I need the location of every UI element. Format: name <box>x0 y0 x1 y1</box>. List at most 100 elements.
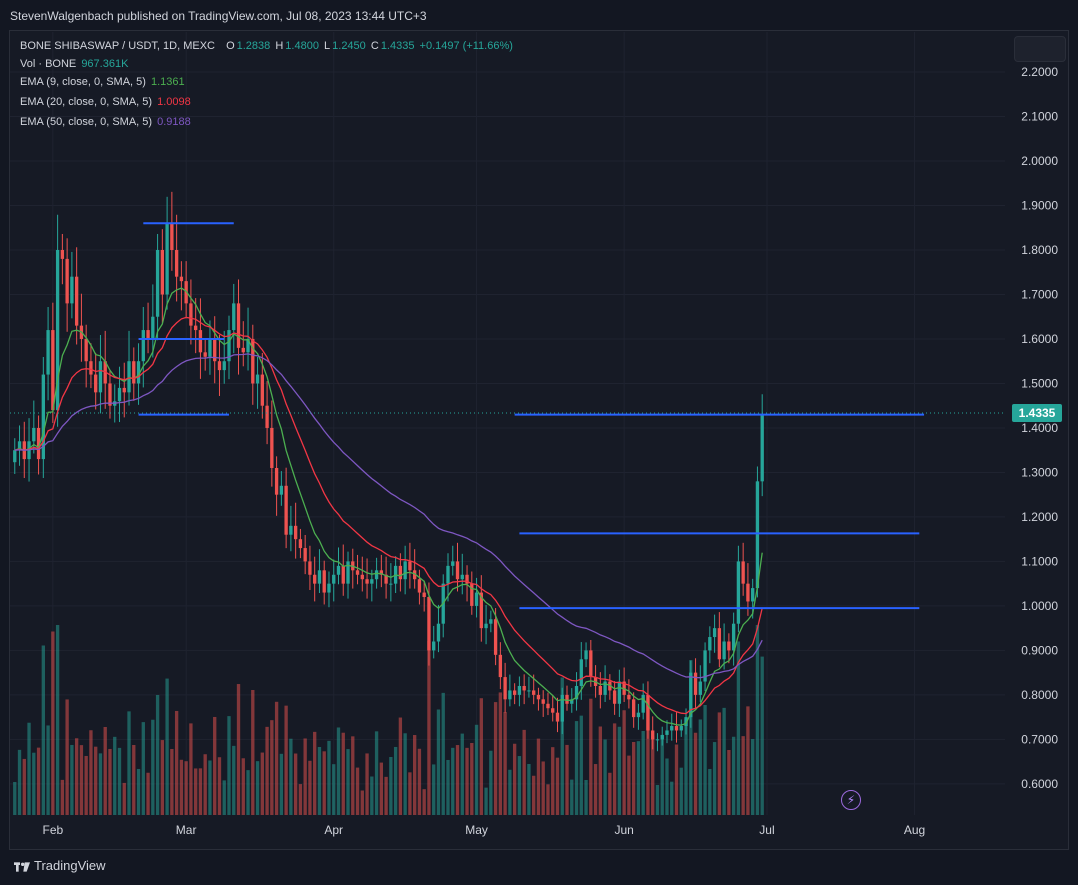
volume-bar <box>241 758 245 815</box>
candle-body <box>322 570 326 593</box>
volume-bar <box>165 678 169 815</box>
candle-body <box>408 561 412 571</box>
candle-body <box>98 361 103 393</box>
volume-bar <box>360 790 364 815</box>
candle-body <box>374 570 379 580</box>
candle-body <box>736 561 741 624</box>
volume-bar <box>222 780 226 815</box>
candle-body <box>70 276 74 304</box>
candle-body <box>541 699 545 704</box>
ema9-value: 1.1361 <box>151 76 185 88</box>
candle-body <box>589 650 593 678</box>
candle-body <box>122 387 126 393</box>
candle-body <box>417 579 422 593</box>
volume-bar <box>470 743 474 815</box>
candle-body <box>570 699 574 704</box>
candle-body <box>51 330 55 411</box>
volume-bar <box>89 730 93 815</box>
chart-settings-button[interactable] <box>1014 36 1066 62</box>
candle-body <box>246 338 250 353</box>
ema50-line <box>14 353 763 679</box>
volume-bar <box>536 738 541 815</box>
volume-bar <box>198 768 203 815</box>
candle-body <box>132 361 136 384</box>
candle-body <box>679 726 683 731</box>
ema20-label[interactable]: EMA (20, close, 0, SMA, 5) <box>20 96 153 108</box>
volume-bar <box>146 772 150 815</box>
candle-body <box>117 387 122 402</box>
volume-bar <box>155 695 160 815</box>
volume-bar <box>412 735 417 815</box>
candle-body <box>446 565 450 584</box>
volume-bar <box>236 684 241 815</box>
ema50-label[interactable]: EMA (50, close, 0, SMA, 5) <box>20 116 153 128</box>
close-value: 1.4335 <box>380 40 415 52</box>
symbol-label[interactable]: BONE SHIBASWAP / USDT, 1D, MEXC <box>20 40 215 52</box>
open-label: O <box>226 40 235 52</box>
candle-body <box>108 383 112 406</box>
candle-body <box>160 249 165 295</box>
candle-body <box>217 361 222 371</box>
volume-bar <box>517 756 522 815</box>
volume-bar <box>284 705 288 815</box>
volume-bar <box>722 707 726 815</box>
candle-body <box>708 637 712 651</box>
volume-bar <box>60 779 65 815</box>
candle-body <box>503 677 507 700</box>
volume-bar <box>117 747 122 815</box>
volume-bar <box>746 706 750 815</box>
ema9-label[interactable]: EMA (9, close, 0, SMA, 5) <box>20 76 146 88</box>
lightning-bolt-icon[interactable]: ⚡ <box>841 790 861 810</box>
volume-bar <box>422 789 426 815</box>
candle-body <box>603 681 607 695</box>
y-tick-label: 0.8000 <box>1021 688 1058 702</box>
candle-body <box>455 561 460 580</box>
candle-body <box>255 374 260 384</box>
candle-body <box>46 330 50 375</box>
footer-bar <box>0 850 1078 885</box>
volume-bar <box>246 770 250 815</box>
candle-body <box>703 650 707 682</box>
volume-label[interactable]: Vol · BONE <box>20 58 77 70</box>
candle-body <box>651 730 655 740</box>
volume-bar <box>508 769 512 815</box>
candle-body <box>693 672 698 695</box>
volume-bar <box>417 748 422 815</box>
candle-body <box>284 485 288 535</box>
candle-body <box>755 481 760 589</box>
volume-bar <box>13 782 17 815</box>
candle-body <box>465 574 469 584</box>
candle-body <box>493 619 498 655</box>
volume-bar <box>717 712 722 815</box>
volume-bar <box>174 710 179 815</box>
candle-body <box>512 690 517 695</box>
candle-body <box>751 588 755 602</box>
volume-bar <box>446 759 450 815</box>
candle-body <box>508 690 512 700</box>
candle-body <box>427 597 431 651</box>
volume-bar <box>379 762 384 815</box>
volume-bar <box>293 753 298 815</box>
volume-bar <box>655 785 660 815</box>
volume-bar <box>274 701 279 815</box>
candle-body <box>565 694 569 704</box>
volume-bar <box>465 747 469 815</box>
volume-bar <box>646 699 650 815</box>
high-value: 1.4800 <box>285 40 319 52</box>
volume-bar <box>336 727 341 815</box>
volume-bar <box>303 738 307 815</box>
volume-bar <box>608 772 612 815</box>
volume-bar <box>474 724 479 815</box>
tradingview-logo[interactable]: TradingView <box>14 858 106 873</box>
candle-body <box>265 405 269 428</box>
candle-body <box>484 623 488 629</box>
candle-body <box>346 561 350 584</box>
candle-body <box>60 249 65 259</box>
volume-bar <box>55 625 60 815</box>
volume-bar <box>679 767 683 815</box>
volume-bar <box>122 782 126 815</box>
candle-body <box>279 485 284 495</box>
candle-body <box>370 579 374 584</box>
y-tick-label: 0.6000 <box>1021 777 1058 791</box>
